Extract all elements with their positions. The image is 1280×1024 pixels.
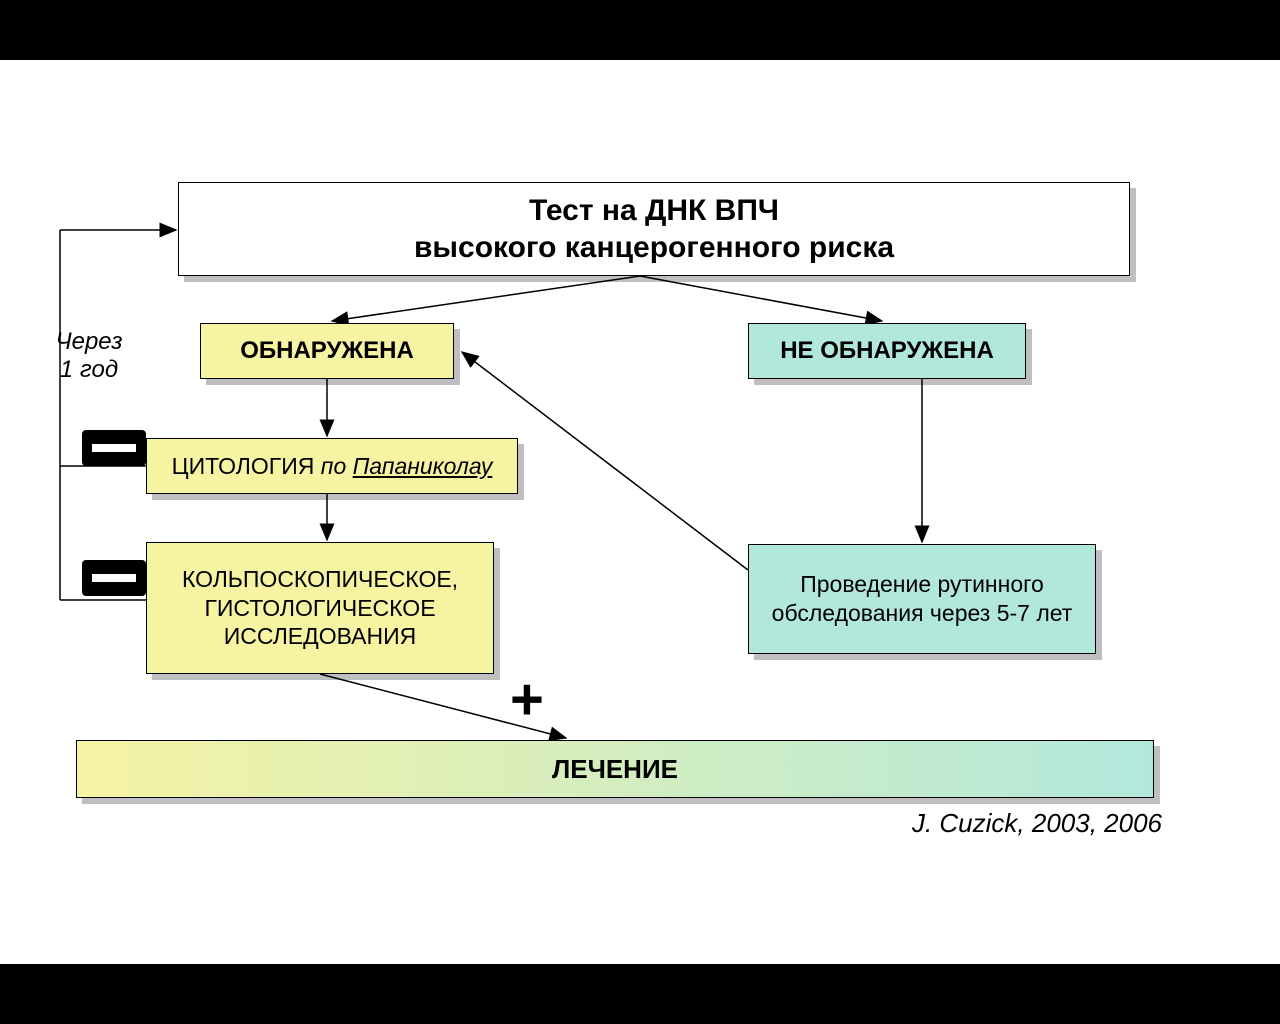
- colpo-line2: ГИСТОЛОГИЧЕСКОЕ: [182, 594, 458, 623]
- loop-label-line2: 1 год: [34, 356, 144, 384]
- node-test-line2: высокого канцерогенного риска: [414, 229, 894, 267]
- minus-icon-2: [82, 560, 146, 596]
- cytology-italic: по: [321, 453, 353, 479]
- loop-label: Через 1 год: [34, 328, 144, 384]
- node-notfound: НЕ ОБНАРУЖЕНА: [748, 323, 1026, 379]
- loop-label-line1: Через: [34, 328, 144, 356]
- colpo-line3: ИССЛЕДОВАНИЯ: [182, 622, 458, 651]
- slide-canvas: Тест на ДНК ВПЧ высокого канцерогенного …: [0, 60, 1280, 964]
- node-found: ОБНАРУЖЕНА: [200, 323, 454, 379]
- cytology-plain: ЦИТОЛОГИЯ: [172, 453, 321, 479]
- routine-line1: Проведение рутинного: [772, 570, 1073, 599]
- node-found-text: ОБНАРУЖЕНА: [240, 336, 414, 366]
- treatment-text: ЛЕЧЕНИЕ: [552, 753, 678, 786]
- node-notfound-text: НЕ ОБНАРУЖЕНА: [780, 336, 994, 366]
- cytology-italic-ul: Папаниколау: [353, 453, 493, 479]
- routine-line2: обследования через 5-7 лет: [772, 599, 1073, 628]
- minus-icon-1: [82, 430, 146, 466]
- node-cytology: ЦИТОЛОГИЯ по Папаниколау: [146, 438, 518, 494]
- node-treatment: ЛЕЧЕНИЕ: [76, 740, 1154, 798]
- node-routine: Проведение рутинного обследования через …: [748, 544, 1096, 654]
- plus-icon: +: [510, 666, 544, 733]
- footer-citation: J. Cuzick, 2003, 2006: [912, 808, 1162, 839]
- colpo-line1: КОЛЬПОСКОПИЧЕСКОЕ,: [182, 565, 458, 594]
- node-cytology-content: ЦИТОЛОГИЯ по Папаниколау: [172, 452, 493, 481]
- node-test-line1: Тест на ДНК ВПЧ: [414, 192, 894, 230]
- node-colpo: КОЛЬПОСКОПИЧЕСКОЕ, ГИСТОЛОГИЧЕСКОЕ ИССЛЕ…: [146, 542, 494, 674]
- node-test: Тест на ДНК ВПЧ высокого канцерогенного …: [178, 182, 1130, 276]
